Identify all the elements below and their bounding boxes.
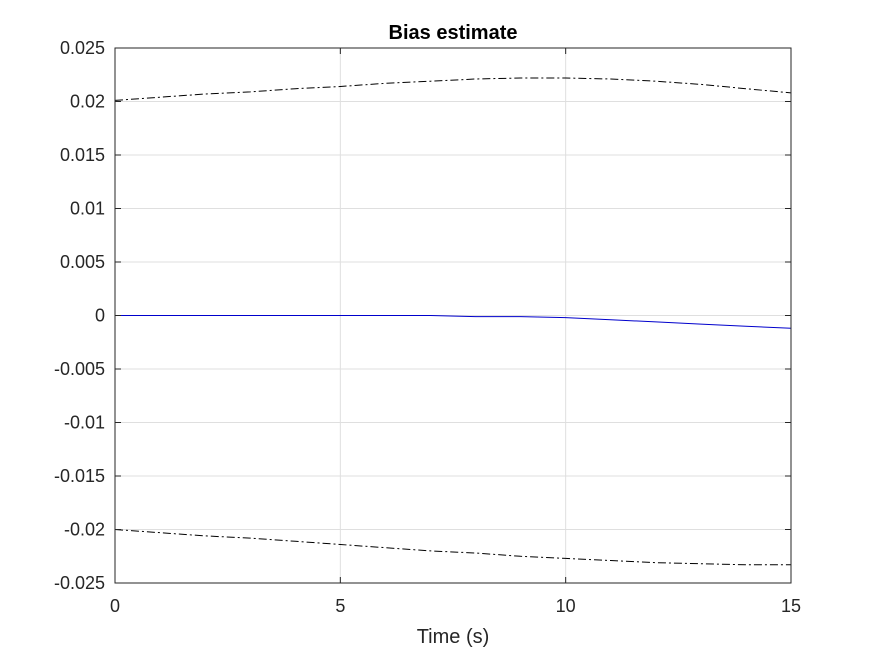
x-tick-label: 0 — [110, 596, 120, 616]
y-tick-label: 0.01 — [70, 199, 105, 219]
y-tick-label: -0.005 — [54, 359, 105, 379]
x-tick-label: 5 — [335, 596, 345, 616]
lower-bound-line — [114, 529, 791, 566]
y-tick-label: 0.025 — [60, 38, 105, 58]
y-tick-label: -0.025 — [54, 573, 105, 593]
y-tick-label: -0.02 — [64, 520, 105, 540]
bias-estimate-line — [115, 315, 792, 329]
chart-title: Bias estimate — [389, 22, 518, 44]
tick-marks — [114, 47, 792, 584]
y-tick-label: 0.015 — [60, 145, 105, 165]
x-tick-label: 10 — [556, 596, 576, 616]
x-tick-label: 15 — [781, 596, 801, 616]
upper-bound-line — [114, 77, 792, 101]
x-tick-labels: 0 5 10 15 — [110, 596, 801, 616]
series-group — [114, 77, 792, 566]
y-tick-label: 0 — [95, 306, 105, 326]
plot-area — [114, 47, 792, 584]
y-tick-label: -0.01 — [64, 413, 105, 433]
y-tick-label: -0.015 — [54, 466, 105, 486]
x-axis-label: Time (s) — [417, 626, 490, 648]
y-tick-label: 0.02 — [70, 92, 105, 112]
y-tick-labels: 0.025 0.02 0.015 0.01 0.005 0 -0.005 -0.01 -0.01… — [54, 38, 105, 593]
y-tick-label: 0.005 — [60, 252, 105, 272]
